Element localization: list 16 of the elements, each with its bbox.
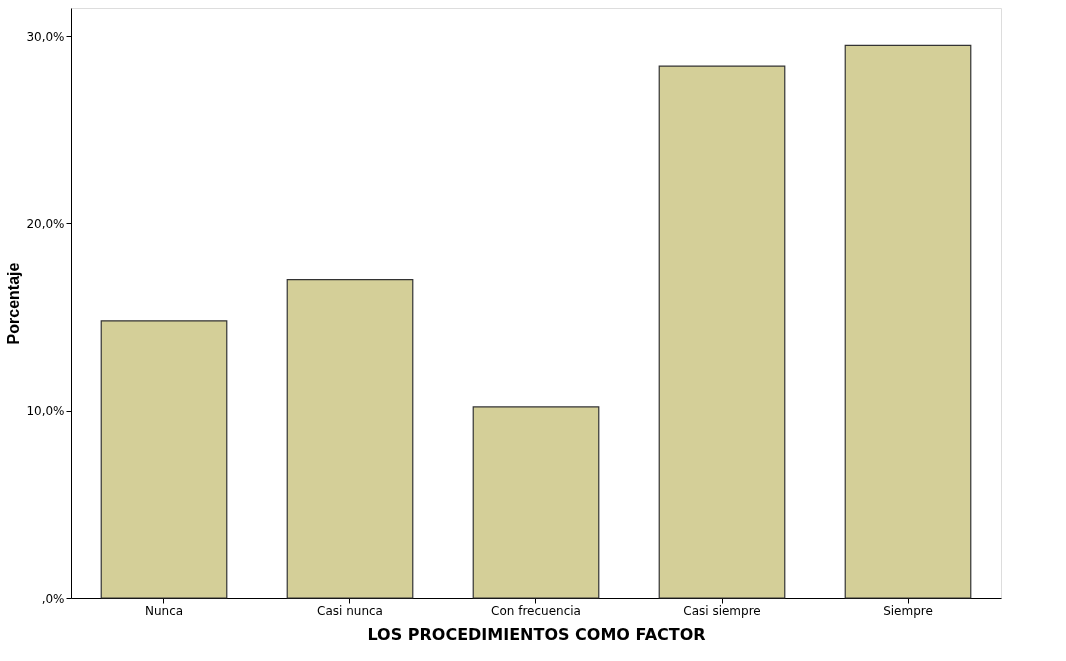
bar — [844, 44, 972, 599]
bar — [658, 65, 786, 599]
x-axis-title: LOS PROCEDIMIENTOS COMO FACTOR — [367, 624, 706, 644]
x-tick-label: Casi siempre — [683, 603, 761, 618]
x-tick-label: Siempre — [883, 603, 933, 618]
bar — [472, 406, 600, 599]
y-tick-label: 20,0% — [26, 216, 65, 231]
y-tick-label: ,0% — [41, 591, 65, 606]
y-axis-title: Porcentaje — [5, 262, 23, 345]
bar — [100, 320, 228, 599]
x-tick-label: Nunca — [144, 603, 184, 618]
bar — [286, 278, 414, 599]
x-tick-label: Con frecuencia — [491, 603, 581, 618]
y-tick-label: 10,0% — [26, 404, 65, 419]
x-tick-label: Casi nunca — [317, 603, 383, 618]
y-tick-label: 30,0% — [26, 29, 65, 44]
